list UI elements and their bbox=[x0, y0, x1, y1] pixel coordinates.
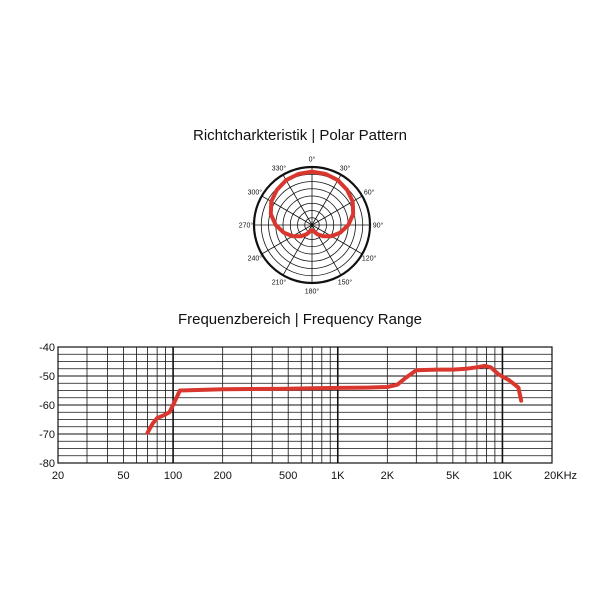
x-tick-label: 1K bbox=[331, 470, 345, 482]
x-tick-label: 100 bbox=[164, 470, 182, 482]
y-tick-label: -80 bbox=[39, 458, 55, 470]
polar-angle-label: 330° bbox=[272, 164, 287, 172]
polar-angle-label: 90° bbox=[373, 222, 384, 230]
polar-spoke bbox=[261, 224, 313, 255]
y-tick-label: -60 bbox=[39, 400, 55, 412]
polar-angle-label: 120° bbox=[362, 255, 377, 263]
x-tick-label: 2K bbox=[381, 470, 395, 482]
frequency-range-chart: -40-50-60-70-80 20 50 100 200 500 1K 2K 5K 10K 20… bbox=[39, 342, 577, 482]
polar-angle-label: 180° bbox=[305, 288, 320, 296]
polar-spoke bbox=[311, 174, 342, 226]
frequency-grid bbox=[57, 346, 553, 464]
polar-angle-label: 150° bbox=[338, 279, 353, 287]
y-tick-label: -40 bbox=[39, 342, 55, 354]
x-tick-label: 20KHz bbox=[544, 470, 577, 482]
x-tick-label: 500 bbox=[279, 470, 297, 482]
x-tick-label: 10K bbox=[493, 470, 513, 482]
polar-angle-label: 210° bbox=[272, 279, 287, 287]
polar-angle-labels: 0° 30° 60° 90° 120° 150° 180° 210° 240° 270° 300° 3… bbox=[239, 156, 384, 296]
polar-chart-title: Richtcharkteristik | Polar Pattern bbox=[193, 127, 407, 144]
frequency-chart-title: Frequenzbereich | Frequency Range bbox=[177, 311, 423, 328]
polar-angle-label: 60° bbox=[364, 189, 375, 197]
polar-angle-label: 300° bbox=[248, 189, 263, 197]
x-axis-tick-labels: 20 50 100 200 500 1K 2K 5K 10K 20KHz bbox=[52, 470, 577, 482]
y-tick-label: -50 bbox=[39, 371, 55, 383]
polar-angle-label: 240° bbox=[248, 255, 263, 263]
polar-grid bbox=[252, 165, 372, 285]
polar-pattern-curve bbox=[268, 169, 356, 239]
x-tick-label: 200 bbox=[213, 470, 231, 482]
x-tick-label: 5K bbox=[446, 470, 460, 482]
y-axis-tick-labels: -40 -50 -60 -70 -80 bbox=[39, 342, 55, 470]
polar-spoke bbox=[311, 224, 363, 255]
polar-angle-label: 270° bbox=[239, 222, 254, 230]
frequency-response-curve bbox=[145, 363, 524, 435]
polar-angle-label: 0° bbox=[309, 156, 316, 164]
polar-spoke bbox=[282, 174, 313, 226]
polar-angle-label: 30° bbox=[340, 164, 351, 172]
polar-pattern-chart: 0° 30° 60° 90° 120° 150° 180° 210° 240° 270° 300° 3… bbox=[239, 156, 384, 296]
plot-border bbox=[57, 346, 553, 464]
y-tick-label: -70 bbox=[39, 429, 55, 441]
x-tick-label: 20 bbox=[52, 470, 64, 482]
x-tick-label: 50 bbox=[117, 470, 129, 482]
